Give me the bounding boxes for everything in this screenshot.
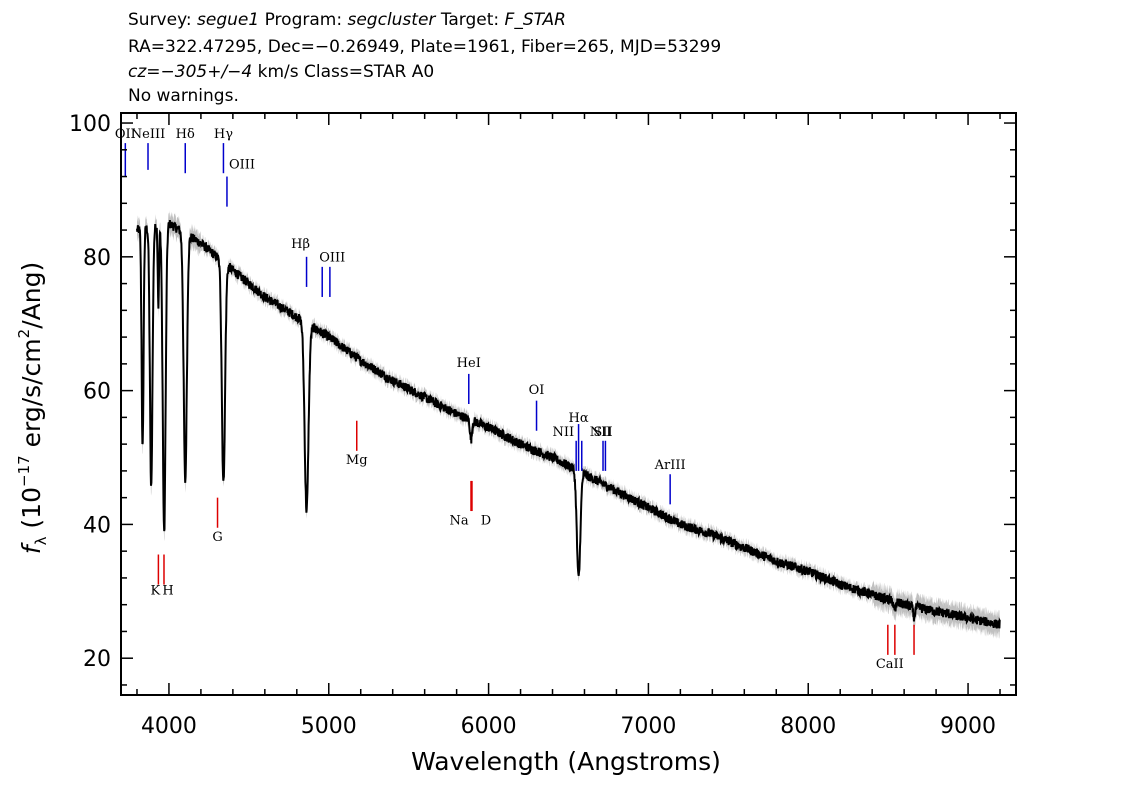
cz-rest: km/s Class=STAR A0: [257, 62, 435, 82]
header-line-1: Survey: segue1 Program: segcluster Targe…: [128, 10, 566, 30]
program-value: segcluster: [347, 10, 436, 30]
x-tick-label-4000: 4000: [141, 714, 197, 739]
y-label-end: /Ang): [17, 262, 46, 329]
x-tick-label-7000: 7000: [620, 714, 676, 739]
emission-label-neiii-1: NeIII: [131, 127, 165, 142]
emission-label-hγ-3: Hγ: [214, 127, 233, 142]
cz-value: −305+/−4: [160, 62, 253, 82]
x-tick-label-9000: 9000: [940, 714, 996, 739]
program-label: Program:: [264, 10, 343, 30]
y-label-mid: erg/s/cm: [17, 338, 46, 455]
y-tick-label-20: 20: [83, 647, 111, 672]
absorption-label-g-2: G: [212, 530, 222, 545]
target-label: Target:: [440, 10, 500, 30]
emission-label-oiii-6: OIII: [319, 251, 345, 266]
emission-label-nii-10: NII: [553, 425, 575, 440]
absorption-label-h-1: H: [162, 584, 173, 599]
absorption-label-k-0: K: [151, 584, 161, 599]
emission-label-hδ-2: Hδ: [176, 127, 195, 142]
y-label-exp2: 2: [15, 329, 33, 339]
target-value: F_STAR: [504, 10, 566, 30]
x-tick-label-6000: 6000: [461, 714, 517, 739]
y-label-sub: λ: [32, 536, 50, 545]
x-axis-label: Wavelength (Angstroms): [411, 747, 721, 776]
survey-label: Survey:: [128, 10, 192, 30]
header-line-3: cz=−305+/−4 km/s Class=STAR A0: [128, 62, 434, 82]
emission-label-nii-12: NII: [590, 425, 612, 440]
y-tick-label-40: 40: [83, 513, 111, 538]
emission-label-hβ-5: Hβ: [291, 237, 310, 252]
axes-layer: 4000 5000 6000 7000 8000 9000 20 40 60 80 100: [69, 112, 1017, 739]
emission-label-sii-13: SII: [593, 425, 612, 440]
cz-label: cz=: [128, 62, 161, 82]
emission-label-oiii-4: OIII: [229, 158, 255, 173]
y-label-exp1: −17: [15, 455, 33, 487]
plot-frame: [120, 112, 1017, 696]
absorption-label-caii-6: CaII: [876, 657, 904, 672]
header-line-4: No warnings.: [128, 86, 239, 106]
x-tick-label-8000: 8000: [780, 714, 836, 739]
y-axis-label: fλ (10−17 erg/s/cm2/Ang): [15, 262, 50, 554]
y-tick-label-80: 80: [83, 246, 111, 271]
x-tick-label-5000: 5000: [301, 714, 357, 739]
emission-label-oi-9: OI: [529, 383, 545, 398]
y-tick-label-100: 100: [69, 112, 111, 137]
flux-series-line: [136, 219, 1001, 629]
y-tick-label-60: 60: [83, 380, 111, 405]
absorption-label-d-5: D: [481, 513, 491, 528]
flux-layer: [136, 219, 1001, 629]
survey-value: segue1: [197, 10, 260, 30]
y-label-main: (10: [17, 487, 46, 537]
absorption-label-mg-3: Mg: [346, 453, 368, 468]
absorption-label-na-4: Na: [449, 513, 468, 528]
emission-label-hei-8: HeI: [457, 356, 481, 371]
header-line-2: RA=322.47295, Dec=−0.26949, Plate=1961, …: [128, 37, 722, 57]
emission-label-hα-11: Hα: [569, 411, 589, 426]
emission-label-ariii-15: ArIII: [654, 458, 686, 473]
